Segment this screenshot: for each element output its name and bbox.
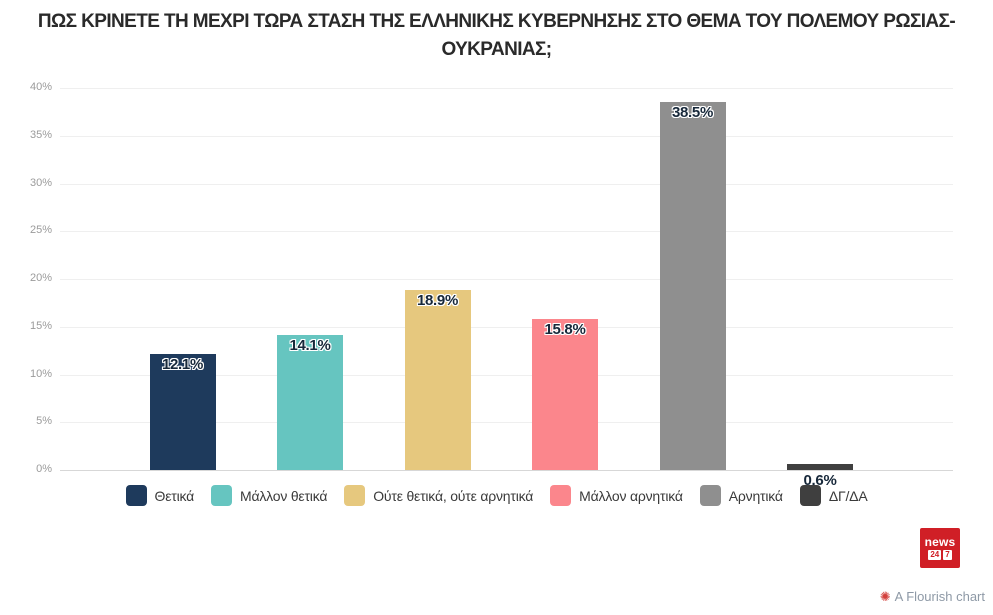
x-axis-line: [60, 470, 953, 471]
legend-item-ΔΓ/ΔΑ[interactable]: ΔΓ/ΔΑ: [799, 485, 868, 506]
legend-label: Ούτε θετικά, ούτε αρνητικά: [373, 487, 534, 504]
news247-logo-word: news: [924, 535, 956, 549]
news247-logo-badges: 24 7: [928, 550, 952, 560]
legend-item-Αρνητικά[interactable]: Αρνητικά: [699, 485, 783, 506]
y-tick-label: 40%: [29, 81, 52, 93]
gridline-5%: [60, 422, 953, 424]
y-tick-label: 25%: [29, 224, 52, 237]
chart-title: ΠΩΣ ΚΡΙΝΕΤΕ ΤΗ ΜΕΧΡΙ ΤΩΡΑ ΣΤΑΣΗ ΤΗΣ ΕΛΛΗ…: [37, 11, 956, 60]
y-tick-label: 20%: [29, 272, 52, 284]
gridline-20%: [60, 279, 953, 280]
legend-item-Μάλλον θετικά[interactable]: Μάλλον θετικά: [211, 485, 327, 506]
bar-value-label: 15.8%: [544, 321, 586, 339]
gridline-25%: [60, 231, 953, 233]
bar-Αρνητικά[interactable]: [659, 102, 726, 470]
bar-Θετικά[interactable]: [149, 354, 216, 470]
bar-Μάλλον αρνητικά[interactable]: [532, 319, 598, 470]
gridline-35%: [60, 135, 953, 137]
y-tick-label: 15%: [29, 319, 52, 332]
bar-value-label: 38.5%: [671, 104, 714, 122]
legend-item-Ούτε θετικά, ούτε αρνητικά[interactable]: Ούτε θετικά, ούτε αρνητικά: [344, 485, 533, 506]
gridline-30%: [60, 183, 953, 185]
legend-label: Θετικά: [154, 487, 195, 504]
gridline-10%: [60, 374, 953, 376]
legend: Θετικά Μάλλον θετικά Ούτε θετικά, ούτε αρν…: [0, 485, 993, 506]
legend-label: ΔΓ/ΔΑ: [828, 487, 868, 504]
legend-label: Αρνητικά: [728, 487, 783, 504]
legend-label: Μάλλον θετικά: [240, 487, 328, 504]
y-tick-label: 35%: [29, 128, 52, 141]
bar-Ούτε θετικά, ούτε αρνητικά[interactable]: [404, 289, 471, 470]
bar-value-label: 12.1%: [161, 356, 204, 374]
news247-logo: news 24 7: [920, 528, 960, 568]
bar-value-label: 14.1%: [289, 337, 331, 355]
gridline-15%: [60, 326, 953, 328]
y-tick-label: 5%: [36, 415, 52, 428]
plot-area: 0% 5% 10% 15% 20% 25% 30% 35% 40% 12.1% 14.1% 18.9%…: [30, 81, 953, 489]
bar-value-label: 0.6%: [803, 472, 837, 489]
legend-swatch: [125, 485, 147, 506]
legend-label: Μάλλον αρνητικά: [579, 487, 683, 504]
bar-Μάλλον θετικά[interactable]: [277, 335, 343, 470]
bar-ΔΓ/ΔΑ[interactable]: [787, 464, 853, 470]
legend-swatch: [211, 485, 233, 506]
news247-logo-24-badge: 24: [928, 550, 942, 560]
legend-swatch: [344, 485, 366, 506]
legend-item-Θετικά[interactable]: Θετικά: [125, 485, 195, 506]
legend-swatch: [699, 485, 721, 506]
y-tick-label: 30%: [29, 176, 52, 189]
flourish-attribution-text: A Flourish chart: [894, 589, 985, 604]
legend-swatch: [550, 485, 572, 506]
legend-swatch: [799, 485, 821, 506]
news247-logo-7-badge: 7: [943, 550, 952, 560]
y-tick-label: 0%: [36, 463, 52, 475]
y-tick-label: 10%: [29, 367, 52, 380]
bar-value-label: 18.9%: [416, 291, 459, 309]
flourish-attribution-link[interactable]: ✺ A Flourish chart: [880, 589, 985, 604]
gridline-40%: [60, 88, 953, 89]
legend-item-Μάλλον αρνητικά[interactable]: Μάλλον αρνητικά: [550, 485, 683, 506]
flourish-icon: ✺: [879, 589, 891, 604]
